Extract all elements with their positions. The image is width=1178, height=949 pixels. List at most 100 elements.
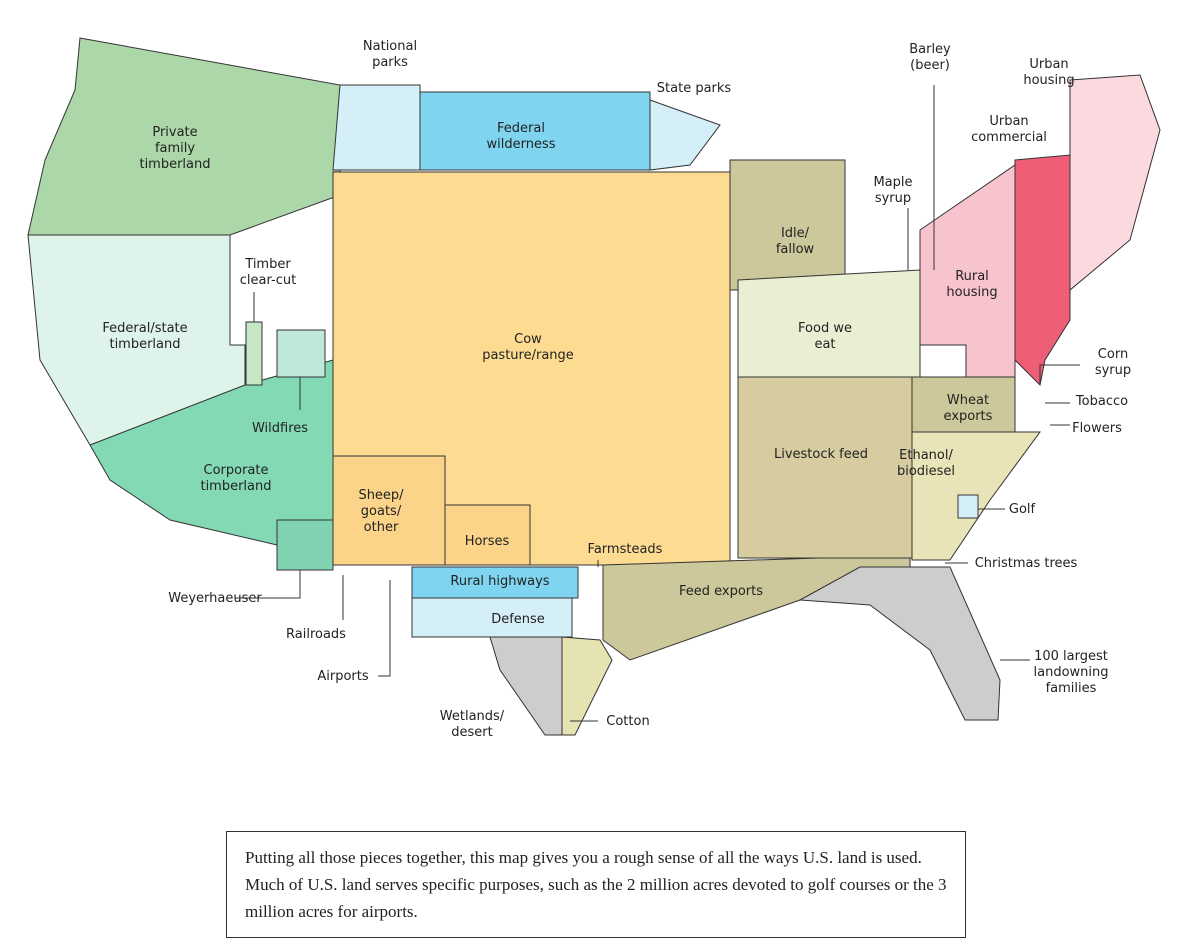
region-label: Urban commercial: [971, 114, 1047, 145]
region: [276, 329, 326, 378]
label-line: Farmsteads: [588, 542, 663, 557]
label-line: Feed exports: [679, 584, 763, 599]
region: [1014, 154, 1071, 387]
label-line: parks: [372, 55, 408, 70]
label-line: desert: [451, 725, 492, 740]
label-line: Urban: [1029, 57, 1068, 72]
region-label: Golf: [1009, 502, 1036, 517]
label-line: Sheep/: [358, 488, 404, 503]
label-line: Barley: [909, 42, 951, 57]
label-line: timberland: [109, 337, 180, 352]
label-line: other: [364, 520, 399, 535]
region-label: National parks: [363, 39, 417, 70]
region-label: Ethanol/biodiesel: [897, 448, 955, 479]
region: [245, 321, 263, 386]
region-label: Timber clear-cut: [240, 257, 296, 288]
region-label: 100 largest landowning families: [1034, 649, 1109, 696]
label-line: biodiesel: [897, 464, 955, 479]
label-line: Corn: [1098, 347, 1128, 362]
region: [444, 504, 531, 566]
region-label: Airports: [317, 669, 368, 684]
label-line: commercial: [971, 130, 1047, 145]
label-line: State parks: [657, 81, 732, 96]
label-line: goats/: [361, 504, 402, 519]
region-label: Urban housing: [1023, 57, 1074, 88]
region: [411, 597, 573, 638]
label-line: Corporate: [204, 463, 269, 478]
label-line: Ethanol/: [899, 448, 953, 463]
label-line: pasture/range: [482, 348, 574, 363]
label-line: clear-cut: [240, 273, 296, 288]
label-line: Urban: [989, 114, 1028, 129]
label-line: Christmas trees: [975, 556, 1078, 571]
label-line: Idle/: [781, 226, 810, 241]
region-label: Food we eat: [798, 321, 852, 352]
label-line: syrup: [875, 191, 911, 206]
label-line: Federal/state: [102, 321, 187, 336]
label-line: families: [1046, 681, 1097, 696]
region-label: Wildfires: [252, 421, 308, 436]
label-line: Maple: [873, 175, 912, 190]
label-line: Private: [152, 125, 197, 140]
region-label: Rural housing: [946, 269, 997, 300]
region-label: Federal/state timberland: [102, 321, 187, 352]
label-line: syrup: [1095, 363, 1131, 378]
region-label: Livestock feed: [774, 447, 868, 462]
label-line: Federal: [497, 121, 545, 136]
region-label: Horses: [465, 534, 510, 549]
region-label: Flowers: [1072, 421, 1122, 436]
region-label: Defense: [491, 612, 545, 627]
region-label: Sheep/goats/other: [358, 488, 404, 535]
region: [798, 566, 1001, 721]
label-line: wilderness: [486, 137, 555, 152]
label-line: Airports: [317, 669, 368, 684]
label-line: landowning: [1034, 665, 1109, 680]
region-label: Rural highways: [450, 574, 549, 589]
region: [649, 99, 721, 171]
label-line: Railroads: [286, 627, 346, 642]
region-label: Corporate timberland: [200, 463, 271, 494]
region: [1069, 74, 1161, 292]
label-line: Flowers: [1072, 421, 1122, 436]
label-line: housing: [1023, 73, 1074, 88]
region-label: Farmsteads: [588, 542, 663, 557]
label-line: 100 largest: [1034, 649, 1108, 664]
label-line: National: [363, 39, 417, 54]
label-line: Defense: [491, 612, 545, 627]
label-line: Horses: [465, 534, 510, 549]
region-label: Christmas trees: [975, 556, 1078, 571]
label-line: Wheat: [947, 393, 989, 408]
label-line: Timber: [244, 257, 291, 272]
region: [332, 84, 421, 171]
label-line: Wetlands/: [440, 709, 505, 724]
label-line: Cow: [514, 332, 542, 347]
region-label: Tobacco: [1075, 394, 1128, 409]
region-label: Federal wilderness: [486, 121, 555, 152]
leader: [235, 570, 301, 599]
label-line: timberland: [200, 479, 271, 494]
region-label: Corn syrup: [1095, 347, 1131, 378]
region-label: Wheat exports: [944, 393, 993, 424]
label-line: Cotton: [606, 714, 649, 729]
label-line: exports: [944, 409, 993, 424]
region-label: Maple syrup: [873, 175, 912, 206]
leader: [1039, 364, 1080, 385]
label-line: Wildfires: [252, 421, 308, 436]
label-line: Rural: [955, 269, 989, 284]
region-label: Railroads: [286, 627, 346, 642]
region: [411, 566, 579, 599]
region: [729, 159, 846, 291]
region-label: Private family timberland: [139, 125, 210, 172]
region-label: Cotton: [606, 714, 649, 729]
label-line: family: [155, 141, 195, 156]
label-line: fallow: [776, 242, 815, 257]
region-label: Weyerhaeuser: [168, 591, 262, 606]
label-line: Livestock feed: [774, 447, 868, 462]
region: [489, 636, 563, 736]
caption: Putting all those pieces together, this …: [226, 831, 966, 938]
region-label: Feed exports: [679, 584, 763, 599]
region: [276, 519, 334, 571]
region: [561, 636, 613, 736]
